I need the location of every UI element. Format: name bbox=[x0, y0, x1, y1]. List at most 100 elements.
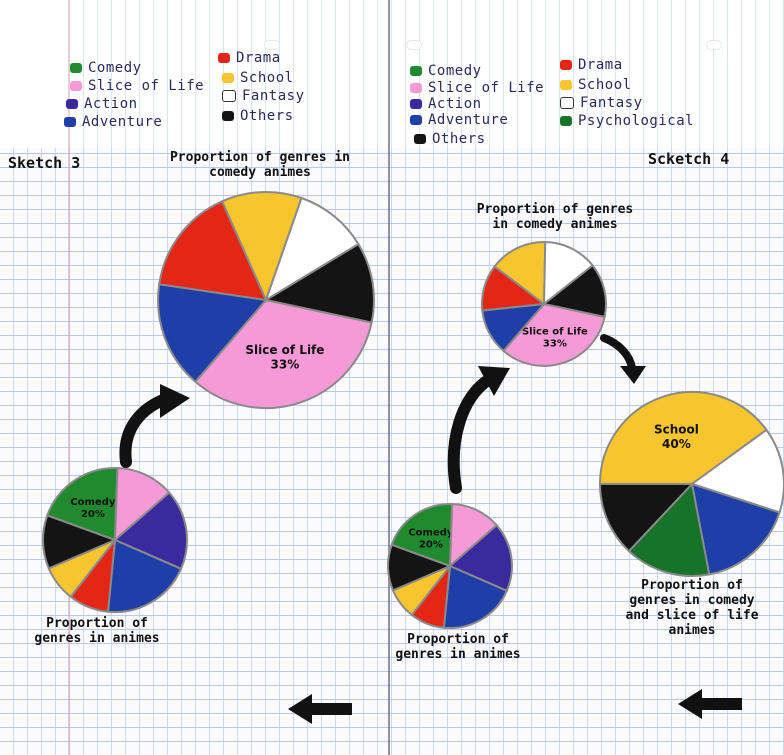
slice-data-label: Comedy 20% bbox=[408, 528, 454, 551]
sketch-title-left: Sketch 3 bbox=[8, 154, 81, 172]
pie-slice-action bbox=[448, 523, 513, 593]
legend-label: Comedy bbox=[88, 60, 142, 76]
legend-label: Psychological bbox=[578, 113, 695, 129]
legend-label: Others bbox=[240, 108, 294, 124]
legend-item: Drama bbox=[560, 57, 623, 73]
legend-item: Comedy bbox=[70, 60, 142, 76]
legend-swatch-icon bbox=[70, 81, 82, 91]
legend-label: Action bbox=[84, 96, 138, 112]
legend-item: Action bbox=[66, 96, 138, 112]
page-divider bbox=[388, 0, 390, 755]
slice-data-label: School 40% bbox=[654, 423, 699, 451]
arrowhead-icon bbox=[620, 366, 646, 384]
pie-slice-fantasy bbox=[264, 196, 360, 303]
pie-slice-others bbox=[41, 514, 118, 570]
legend-swatch-icon bbox=[410, 115, 422, 125]
pie-slice-slice-of-life bbox=[193, 298, 373, 410]
legend-label: Fantasy bbox=[242, 88, 305, 104]
pie-slice-school bbox=[220, 191, 303, 303]
legend-item: Adventure bbox=[64, 114, 162, 130]
legend-swatch-icon bbox=[414, 134, 426, 144]
curved-arrow-icon bbox=[600, 334, 636, 372]
legend-swatch-icon bbox=[410, 66, 422, 76]
pie-slice-adventure bbox=[106, 538, 183, 614]
legend-label: Others bbox=[432, 131, 486, 147]
legend-item: Comedy bbox=[410, 63, 482, 79]
legend-item: Psychological bbox=[560, 113, 694, 129]
legend-swatch-icon bbox=[560, 60, 572, 70]
pie-slice-psychological bbox=[627, 481, 711, 578]
legend-swatch-icon bbox=[560, 97, 574, 109]
sheet-header-grid bbox=[70, 0, 784, 148]
pie-slice-others bbox=[263, 242, 375, 324]
legend-swatch-icon bbox=[70, 63, 82, 73]
slice-data-label: Comedy 20% bbox=[70, 497, 116, 520]
legend-swatch-icon bbox=[66, 99, 78, 109]
slice-data-label: Slice of Life 33% bbox=[522, 326, 588, 349]
binder-hole bbox=[264, 40, 280, 50]
binder-hole bbox=[406, 40, 422, 50]
pie-slice-drama bbox=[158, 199, 268, 302]
binder-hole bbox=[706, 40, 722, 50]
legend-label: Adventure bbox=[428, 112, 509, 128]
legend-label: School bbox=[578, 77, 632, 93]
margin-line bbox=[68, 0, 70, 755]
sketch-title-right: Scketch 4 bbox=[648, 150, 730, 168]
pie-slice-fantasy bbox=[689, 428, 784, 514]
legend-item: School bbox=[222, 70, 294, 86]
pie-slice-others bbox=[387, 543, 453, 592]
arrowhead-icon bbox=[478, 366, 510, 396]
pie-chart-s4-comedy-sol: School 40% bbox=[598, 391, 784, 578]
left-arrow-icon bbox=[288, 694, 352, 724]
legend-swatch-icon bbox=[560, 80, 572, 90]
legend-item: Others bbox=[222, 108, 294, 124]
slice-data-label: Slice of Life 33% bbox=[245, 343, 324, 371]
arrowhead-icon bbox=[160, 384, 190, 418]
legend-label: Fantasy bbox=[580, 95, 643, 111]
pie-title-s3-comedy: Proportion of genres in comedy animes bbox=[169, 150, 350, 180]
pie-slice-comedy bbox=[390, 502, 454, 568]
legend-item: Action bbox=[410, 96, 482, 112]
legend-swatch-icon bbox=[410, 83, 422, 93]
pie-slice-fantasy bbox=[542, 240, 595, 307]
legend-item: School bbox=[560, 77, 632, 93]
legend-item: Fantasy bbox=[560, 95, 643, 111]
legend-label: School bbox=[240, 70, 294, 86]
legend-swatch-icon bbox=[222, 73, 234, 83]
pie-chart-s4-comedy: Slice of Life 33% bbox=[480, 240, 607, 367]
legend-label: Comedy bbox=[428, 63, 482, 79]
pie-slice-slice-of-life bbox=[113, 466, 171, 543]
legend-label: Adventure bbox=[82, 114, 163, 130]
legend-item: Slice of Life bbox=[70, 78, 204, 94]
pie-slice-adventure bbox=[157, 283, 268, 384]
pie-title-s4-all: Proportion of genres in animes bbox=[395, 632, 521, 662]
legend-item: Adventure bbox=[410, 112, 508, 128]
legend-swatch-icon bbox=[218, 53, 230, 63]
pie-slice-slice-of-life bbox=[502, 302, 606, 367]
legend-label: Slice of Life bbox=[428, 80, 545, 96]
pie-slice-school bbox=[598, 391, 768, 485]
legend-label: Slice of Life bbox=[88, 78, 205, 94]
left-arrow-icon bbox=[678, 689, 742, 719]
legend-swatch-icon bbox=[222, 111, 234, 121]
pie-chart-s3-all: Comedy 20% bbox=[41, 466, 188, 614]
curved-arrow-icon bbox=[447, 374, 494, 494]
curved-arrow-icon bbox=[119, 392, 174, 468]
legend-label: Action bbox=[428, 96, 482, 112]
pie-slice-comedy bbox=[46, 466, 119, 542]
legend-item: Slice of Life bbox=[410, 80, 544, 96]
pie-chart-s4-all: Comedy 20% bbox=[387, 502, 513, 629]
legend-swatch-icon bbox=[64, 117, 76, 127]
legend-swatch-icon bbox=[410, 99, 422, 109]
pie-slice-adventure bbox=[690, 482, 781, 576]
pie-slice-action bbox=[113, 491, 188, 571]
legend-swatch-icon bbox=[222, 90, 236, 102]
pie-title-s4-comedy-sol: Proportion of genres in comedy and slice… bbox=[625, 578, 759, 638]
legend-item: Fantasy bbox=[222, 88, 305, 104]
pie-slice-others bbox=[541, 264, 607, 319]
pie-chart-s3-comedy: Slice of Life 33% bbox=[157, 191, 375, 410]
legend-item: Drama bbox=[218, 50, 281, 66]
pie-slice-school bbox=[493, 240, 547, 306]
legend-label: Drama bbox=[236, 50, 281, 66]
